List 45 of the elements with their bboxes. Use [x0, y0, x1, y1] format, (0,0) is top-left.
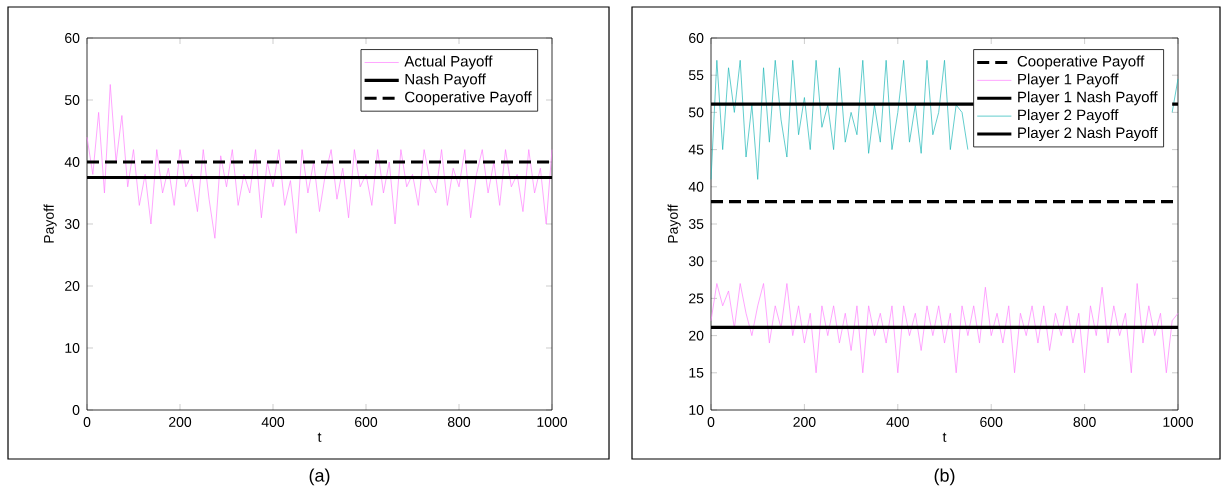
x-tick-label: 0: [83, 417, 91, 427]
y-tick-label: 60: [689, 33, 704, 43]
y-axis-title: Payoff: [667, 204, 681, 243]
y-tick-label: 15: [689, 367, 704, 378]
y-tick-label: 55: [688, 70, 704, 81]
text: (b): [934, 468, 955, 486]
legend-label: Cooperative Payoff: [1017, 55, 1145, 70]
y-tick-label: 0: [72, 405, 80, 415]
legend-label: Player 2 Nash Payoff: [1018, 127, 1158, 142]
x-tick-label: 600: [355, 417, 378, 427]
y-axis-title: Payoff: [43, 204, 57, 243]
y-tick-label: 40: [688, 181, 704, 192]
x-tick-label: 400: [886, 417, 909, 427]
y-tick-label: 50: [688, 107, 704, 118]
x-tick-label: 1000: [537, 417, 568, 427]
y-tick-label: 30: [64, 219, 80, 229]
x-tick-label: 200: [169, 417, 192, 427]
x-tick-label: 800: [447, 417, 471, 427]
x-tick-label: 200: [793, 417, 816, 427]
y-tick-label: 35: [688, 219, 704, 229]
x-tick-label: 400: [261, 417, 285, 427]
y-tick-label: 10: [65, 343, 80, 353]
y-tick-label: 45: [688, 144, 704, 155]
y-tick-label: 60: [65, 33, 80, 43]
x-axis-title: t: [317, 432, 322, 442]
x-tick-label: 0: [707, 417, 715, 427]
legend-label: Actual Payoff: [404, 55, 493, 70]
legend-label: Player 2 Payoff: [1018, 109, 1119, 124]
y-tick-label: 20: [65, 281, 80, 291]
legend-label: Nash Payoff: [405, 73, 486, 88]
text: (a): [309, 468, 330, 486]
y-tick-label: 10: [689, 405, 704, 415]
y-tick-label: 30: [688, 256, 704, 267]
legend-label: Player 1 Payoff: [1018, 73, 1119, 88]
legend-label: Cooperative Payoff: [405, 91, 532, 106]
y-tick-label: 50: [64, 95, 80, 105]
y-tick-label: 20: [689, 330, 704, 341]
y-tick-label: 25: [689, 293, 704, 304]
x-tick-label: 600: [980, 417, 1003, 427]
x-axis-title: t: [942, 432, 947, 442]
line-series: [710, 283, 1179, 374]
y-tick-label: 40: [64, 157, 80, 167]
legend-label: Player 1 Nash Payoff: [1018, 91, 1158, 106]
x-tick-label: 1000: [1163, 417, 1194, 427]
x-tick-label: 800: [1073, 417, 1096, 427]
